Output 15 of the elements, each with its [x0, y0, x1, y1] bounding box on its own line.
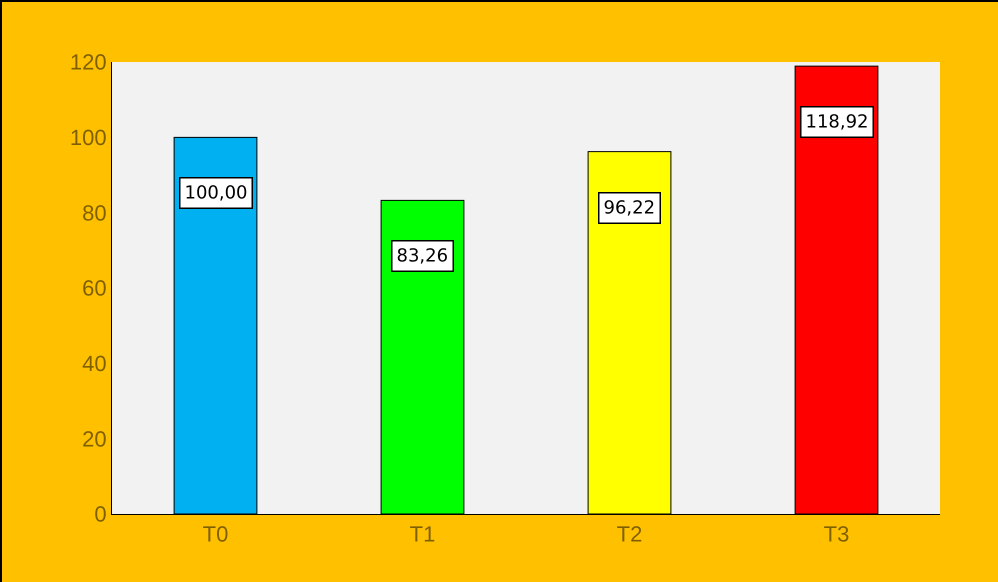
data-label: 83,26 — [396, 246, 448, 266]
y-tick-label: 80 — [82, 200, 107, 226]
y-tick-label: 0 — [94, 502, 107, 527]
x-tick-label: T3 — [824, 521, 850, 546]
x-tick-label: T1 — [410, 521, 436, 546]
data-label: 118,92 — [806, 112, 868, 132]
y-tick-label: 60 — [82, 276, 107, 301]
x-tick-label: T0 — [202, 521, 228, 546]
y-tick-label: 100 — [70, 125, 107, 150]
y-tick-label: 40 — [82, 351, 107, 376]
data-label: 100,00 — [184, 182, 248, 204]
y-tick-label: 20 — [82, 426, 107, 452]
x-tick-label: T2 — [616, 521, 642, 546]
y-tick-label: 120 — [70, 50, 107, 75]
data-label: 96,22 — [604, 198, 656, 218]
